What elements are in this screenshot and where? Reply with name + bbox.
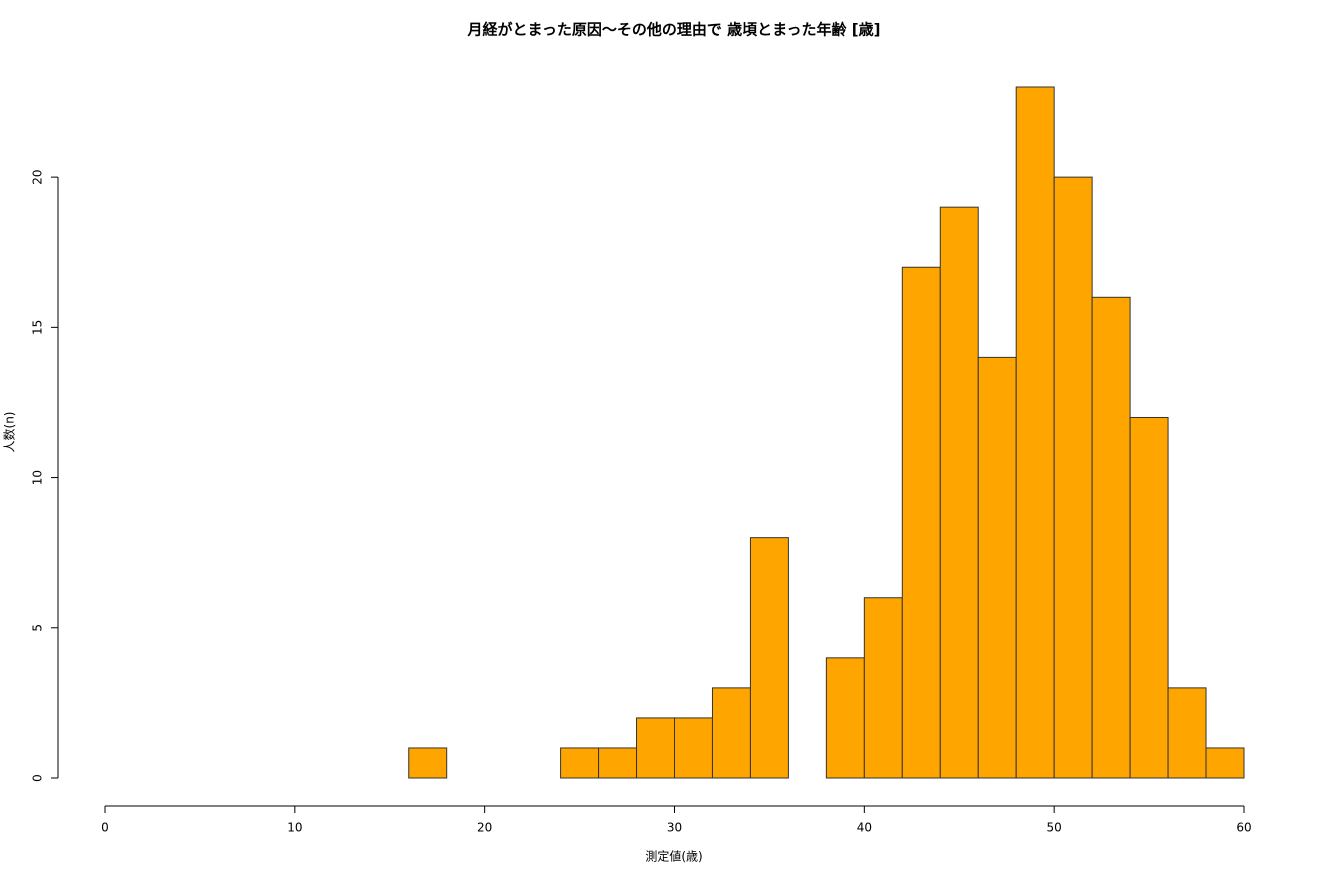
bar (1091, 296, 1131, 779)
y-tick-label: 20 (31, 169, 45, 184)
bar (674, 717, 713, 779)
bar (939, 206, 979, 779)
y-tick-label: 10 (31, 470, 45, 485)
y-axis-label: 人数(n) (2, 412, 17, 453)
bar (901, 266, 941, 779)
bar (863, 597, 903, 779)
y-tick-label: 15 (31, 320, 45, 335)
bar (825, 657, 865, 779)
bar (598, 747, 638, 779)
x-tick-label: 50 (1047, 821, 1062, 835)
x-tick-label: 40 (857, 821, 872, 835)
bar (1205, 747, 1245, 779)
bar (977, 356, 1017, 779)
bar (636, 717, 675, 779)
x-axis-label: 測定値(歳) (645, 849, 702, 864)
y-tick-label: 5 (31, 624, 45, 632)
bar (560, 747, 600, 779)
bar (1053, 176, 1093, 779)
chart-title: 月経がとまった原因〜その他の理由で 歳頃とまった年齢 [歳] (467, 21, 881, 39)
x-tick-label: 30 (667, 821, 682, 835)
bar (1129, 416, 1169, 779)
x-tick-label: 60 (1236, 821, 1251, 835)
bar (408, 747, 448, 779)
bar (749, 537, 789, 779)
y-tick-label: 0 (31, 774, 45, 782)
x-tick-label: 10 (287, 821, 302, 835)
bar (1167, 687, 1207, 779)
x-tick-label: 20 (477, 821, 492, 835)
bar (1015, 86, 1055, 779)
bar (711, 687, 751, 779)
x-tick-label: 0 (101, 821, 109, 835)
